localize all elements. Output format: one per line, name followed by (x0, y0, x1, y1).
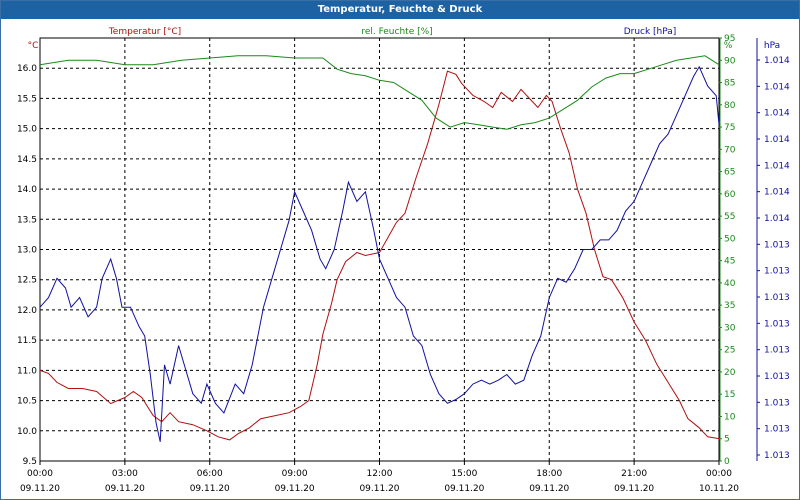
chart-title: Temperatur, Feuchte & Druck (1, 1, 799, 19)
series-line-humidity (39, 55, 720, 130)
temperature-tick-label: 10.0 (17, 427, 37, 437)
pressure-tick-label: 1.013 (764, 319, 790, 329)
pressure-tick-label: 1.014 (764, 56, 790, 66)
pressure-tick-label: 1.013 (764, 451, 790, 461)
temperature-tick-label: 9.5 (23, 457, 37, 467)
temperature-tick-label: 10.5 (17, 397, 37, 407)
x-tick-label-date: 09.11.20 (359, 484, 399, 494)
pressure-axis-label: Druck [hPa] (624, 27, 677, 37)
humidity-tick-label: 35 (724, 301, 735, 311)
pressure-tick-label: 1.014 (764, 109, 790, 119)
x-tick-label-time: 12:00 (367, 469, 393, 479)
series-line-temperature (39, 70, 720, 441)
humidity-tick-label: 90 (724, 56, 736, 66)
temperature-tick-label: 11.5 (17, 336, 37, 346)
humidity-tick-label: 70 (724, 145, 736, 155)
pressure-tick-label: 1.014 (764, 82, 790, 92)
humidity-tick-label: 5 (724, 435, 730, 445)
x-tick-label-time: 03:00 (112, 469, 138, 479)
humidity-tick-label: 80 (724, 101, 736, 111)
temperature-axis-unit: °C (28, 41, 39, 51)
humidity-tick-label: 60 (724, 190, 736, 200)
humidity-tick-label: 15 (724, 390, 735, 400)
temperature-tick-label: 13.0 (17, 246, 37, 256)
x-tick-label-date: 09.11.20 (20, 484, 60, 494)
humidity-axis-label: rel. Feuchte [%] (361, 27, 432, 37)
x-tick-label-time: 15:00 (451, 469, 477, 479)
humidity-tick-label: 65 (724, 168, 735, 178)
humidity-tick-label: 10 (724, 412, 736, 422)
humidity-tick-label: 75 (724, 123, 735, 133)
humidity-tick-label: 0 (724, 457, 730, 467)
temperature-tick-label: 14.0 (17, 185, 37, 195)
humidity-tick-label: 95 (724, 34, 735, 44)
humidity-axis-unit: % (724, 41, 733, 51)
series-line-pressure (39, 65, 720, 442)
pressure-tick-label: 1.013 (764, 267, 790, 277)
humidity-tick-label: 25 (724, 346, 735, 356)
x-tick-label-date: 09.11.20 (444, 484, 484, 494)
pressure-tick-label: 1.014 (764, 214, 790, 224)
pressure-tick-label: 1.014 (764, 188, 790, 198)
pressure-tick-label: 1.014 (764, 135, 790, 145)
temperature-tick-label: 12.0 (17, 306, 37, 316)
temperature-tick-label: 11.0 (17, 366, 37, 376)
humidity-tick-label: 20 (724, 368, 736, 378)
x-tick-label-time: 00:00 (706, 469, 732, 479)
x-tick-label-date: 09.11.20 (105, 484, 145, 494)
pressure-tick-label: 1.013 (764, 425, 790, 435)
x-tick-label-date: 09.11.20 (190, 484, 230, 494)
humidity-tick-label: 55 (724, 212, 735, 222)
x-tick-label-time: 06:00 (197, 469, 223, 479)
temperature-tick-label: 15.0 (17, 125, 37, 135)
x-tick-label-time: 18:00 (536, 469, 562, 479)
temperature-tick-label: 15.5 (17, 94, 37, 104)
humidity-tick-label: 50 (724, 234, 736, 244)
humidity-tick-label: 45 (724, 257, 735, 267)
temperature-tick-label: 13.5 (17, 215, 37, 225)
temperature-axis-label: Temperatur [°C] (108, 27, 181, 37)
x-tick-label-date: 10.11.20 (699, 484, 739, 494)
humidity-tick-label: 30 (724, 323, 736, 333)
x-tick-label-date: 09.11.20 (529, 484, 569, 494)
pressure-tick-label: 1.013 (764, 240, 790, 250)
x-tick-label-time: 21:00 (621, 469, 647, 479)
x-tick-label-time: 09:00 (282, 469, 308, 479)
pressure-tick-label: 1.013 (764, 346, 790, 356)
temperature-tick-label: 14.5 (17, 155, 37, 165)
temperature-tick-label: 16.0 (17, 64, 37, 74)
humidity-tick-label: 85 (724, 79, 735, 89)
humidity-tick-label: 40 (724, 279, 736, 289)
temperature-tick-label: 12.5 (17, 276, 37, 286)
x-tick-label-date: 09.11.20 (275, 484, 315, 494)
pressure-tick-label: 1.014 (764, 161, 790, 171)
pressure-tick-label: 1.013 (764, 293, 790, 303)
pressure-tick-label: 1.013 (764, 372, 790, 382)
pressure-axis-unit: hPa (764, 41, 780, 51)
pressure-tick-label: 1.013 (764, 398, 790, 408)
x-tick-label-time: 00:00 (27, 469, 53, 479)
x-tick-label-date: 09.11.20 (614, 484, 654, 494)
